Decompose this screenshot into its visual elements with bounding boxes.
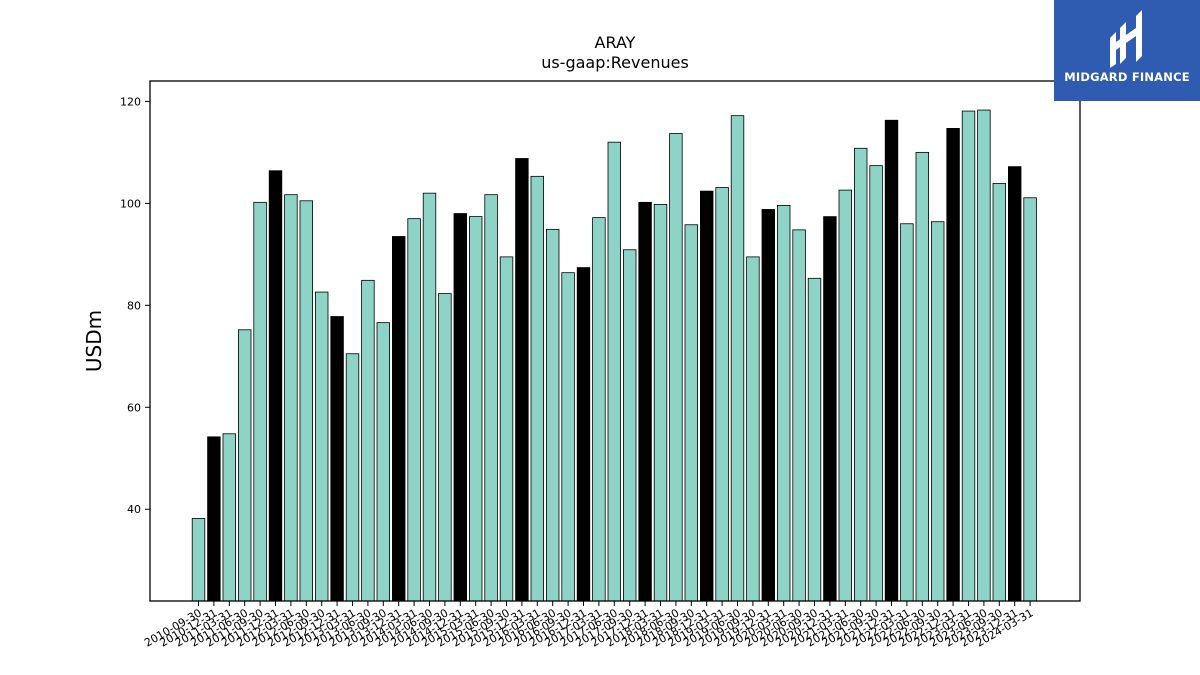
bar-2019-09-30 [746,256,760,602]
bar-2016-09-30 [561,272,575,602]
y-axis-label: USDm [82,310,106,372]
bar-2021-12-31 [884,119,899,602]
bar-2021-06-30 [854,147,868,602]
bar-2013-12-31 [391,236,406,602]
y-tick-label: 60 [127,401,141,414]
bar-2018-03-31 [653,203,668,602]
x-axis-ticks: 2010-09-302010-12-312011-03-312011-06-30… [142,601,1036,650]
bar-2012-06-30 [299,200,314,602]
bar-2020-03-31 [777,204,791,602]
bar-2015-06-30 [484,194,498,602]
y-tick-label: 120 [120,95,141,108]
bar-2013-09-30 [376,322,391,602]
bar-2016-06-30 [546,228,560,602]
bar-2014-09-30 [438,293,452,602]
bar-2019-03-31 [715,187,729,602]
bar-2023-03-31 [961,110,976,602]
bar-2012-03-31 [284,194,298,602]
bar-2015-03-31 [468,216,483,602]
bar-2014-06-30 [422,192,437,602]
bar-2014-12-31 [453,213,468,602]
bar-2022-12-31 [946,128,960,602]
y-tick-label: 100 [120,197,141,210]
logo-text: MIDGARD FINANCE [1064,70,1190,84]
bar-2010-12-31 [207,436,221,602]
bar-2013-03-31 [345,353,360,602]
bar-2022-09-30 [931,221,945,602]
bar-2023-06-30 [977,109,991,602]
bar-2010-09-30 [191,518,206,602]
chart-subtitle: us-gaap:Revenues [541,53,689,72]
bar-2021-09-30 [869,165,883,602]
bar-2024-03-31 [1023,197,1037,602]
y-tick-label: 40 [127,503,141,516]
bar-2015-09-30 [499,256,514,602]
bar-2020-06-30 [792,229,806,602]
bar-2018-09-30 [684,224,699,602]
bar-2011-03-31 [222,433,237,602]
bar-2011-09-30 [253,201,267,602]
bar-2011-06-30 [237,329,252,602]
bar-2022-03-31 [900,223,914,602]
bar-2020-12-31 [823,216,837,602]
logo-mark-icon [1110,10,1142,68]
bar-2014-03-31 [407,218,421,602]
bar-2023-09-30 [992,183,1007,602]
brand-logo: MIDGARD FINANCE [1054,0,1200,101]
bar-2012-12-31 [330,316,344,602]
bar-2013-06-30 [361,279,375,602]
bar-2017-09-30 [623,249,637,602]
bar-2012-09-30 [314,291,329,602]
bar-2016-12-31 [576,267,591,602]
bar-2021-03-31 [838,189,853,602]
bars [191,109,1037,602]
bar-2019-06-30 [730,115,745,602]
bar-2020-09-30 [807,277,822,602]
chart-title: ARAY [595,33,636,52]
bar-2022-06-30 [915,151,930,602]
plot-frame [149,80,1081,602]
bar-2017-06-30 [607,141,622,602]
bar-2019-12-31 [761,209,776,602]
bar-2018-12-31 [700,190,714,602]
bar-2015-12-31 [515,158,529,602]
bar-2016-03-31 [530,175,545,602]
bar-2018-06-30 [669,133,683,602]
bar-2011-12-31 [268,170,283,602]
bar-2017-03-31 [592,217,606,602]
bar-2017-12-31 [638,201,652,602]
y-tick-label: 80 [127,299,141,312]
bar-2023-12-31 [1008,166,1022,602]
y-axis-ticks: 40 60 80 100 120 [120,95,150,516]
